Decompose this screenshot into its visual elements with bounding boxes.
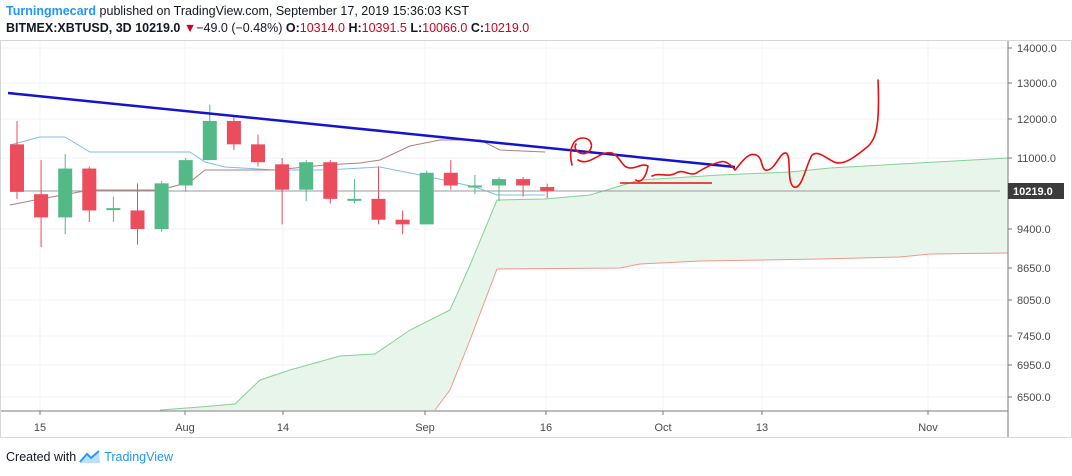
candle-body xyxy=(371,198,386,220)
candle xyxy=(34,160,49,248)
tradingview-logo-icon xyxy=(79,450,101,463)
candle xyxy=(106,196,121,223)
last-price-badge: 10219.0 xyxy=(1008,183,1064,199)
footer-brand[interactable]: TradingView xyxy=(104,450,173,464)
price-tick-label: 14000.0 xyxy=(1017,43,1057,55)
user-drawings xyxy=(7,79,880,188)
candle xyxy=(154,181,169,232)
candle xyxy=(395,210,410,235)
candle xyxy=(492,177,506,202)
publish-info: published on TradingView.com, September … xyxy=(99,4,470,18)
candle-body xyxy=(492,179,506,186)
last-price-badge-bg xyxy=(1008,183,1064,199)
candle-body xyxy=(130,210,145,229)
candle xyxy=(323,160,338,204)
candle xyxy=(275,158,290,225)
candle-body xyxy=(10,144,24,192)
open-label: O: xyxy=(285,21,300,35)
ichimoku-cloud xyxy=(159,157,1009,411)
down-arrow-icon: ▼ xyxy=(183,21,197,35)
candle xyxy=(178,158,193,192)
leading-span-b xyxy=(434,252,1009,411)
candle xyxy=(130,183,145,245)
price-tick-label: 12000.0 xyxy=(1017,114,1057,126)
time-tick-label: Nov xyxy=(918,422,938,434)
high-label: H: xyxy=(348,21,362,35)
last-price-badge-label: 10219.0 xyxy=(1013,186,1053,198)
time-tick-label: Oct xyxy=(654,422,671,434)
last-price: 10219.0 xyxy=(135,21,181,35)
candle-body xyxy=(419,172,434,225)
candle xyxy=(540,183,555,199)
close-value: 10219.0 xyxy=(484,21,530,35)
handwritten-squiggle xyxy=(569,79,880,188)
high-value: 10391.5 xyxy=(361,21,407,35)
time-tick-label: 13 xyxy=(756,422,768,434)
close-label: C: xyxy=(470,21,485,35)
candle-body xyxy=(226,120,241,145)
time-tick-label: Sep xyxy=(415,422,435,434)
time-tick-label: 15 xyxy=(34,422,46,434)
price-tick-label: 7450.0 xyxy=(1017,331,1051,343)
candle xyxy=(347,179,362,204)
cloud-fill xyxy=(160,158,1008,410)
candle xyxy=(226,117,241,151)
chart-header: Turningmecard published on TradingView.c… xyxy=(6,3,529,37)
time-tick-label: 16 xyxy=(540,422,552,434)
candle-body xyxy=(443,172,458,186)
candle xyxy=(58,154,73,235)
candle-body xyxy=(395,219,410,225)
candle-body xyxy=(34,194,49,218)
candle-body xyxy=(178,160,193,186)
candle-body xyxy=(540,186,555,191)
price-tick-label: 11000.0 xyxy=(1017,153,1056,165)
publish-line: Turningmecard published on TradingView.c… xyxy=(6,3,529,20)
candle xyxy=(467,174,482,195)
open-value: 10314.0 xyxy=(299,21,345,35)
leading-span-a xyxy=(159,157,1009,411)
candle-body xyxy=(106,208,121,211)
candle xyxy=(299,160,314,202)
candle-body xyxy=(202,120,217,161)
candle xyxy=(419,170,434,225)
price-tick-label: 8650.0 xyxy=(1017,263,1051,275)
time-tick-label: 14 xyxy=(277,422,289,434)
candle xyxy=(82,166,97,223)
price-tick-label: 9400.0 xyxy=(1017,224,1051,236)
candle-body xyxy=(58,168,73,218)
candle xyxy=(10,120,24,199)
candle-body xyxy=(251,144,265,163)
price-tick-label: 13000.0 xyxy=(1017,78,1057,90)
candle-body xyxy=(154,183,169,229)
low-value: 10066.0 xyxy=(422,21,468,35)
candle-body xyxy=(275,164,290,190)
footer-prefix: Created with xyxy=(6,450,77,464)
base-line xyxy=(9,136,545,196)
author-name[interactable]: Turningmecard xyxy=(6,4,97,18)
candle-body xyxy=(347,198,362,201)
candle-body xyxy=(323,162,338,199)
candle xyxy=(251,134,265,167)
time-axis[interactable]: 15 Aug 14 Sep 16 Oct 13 Nov xyxy=(34,411,938,434)
trendline[interactable] xyxy=(7,91,736,169)
candles xyxy=(10,104,555,248)
candle-body xyxy=(516,179,531,186)
price-tick-label: 6950.0 xyxy=(1017,360,1051,372)
symbol-label: BITMEX:XBTUSD, 3D xyxy=(6,21,132,35)
footer: Created with TradingView xyxy=(6,450,173,464)
low-label: L: xyxy=(410,21,423,35)
candle-body xyxy=(299,162,314,190)
symbol-line: BITMEX:XBTUSD, 3D 10219.0 ▼−49.0 (−0.48%… xyxy=(6,20,529,37)
candle xyxy=(516,177,531,197)
candle-body xyxy=(82,168,97,211)
time-tick-label: Aug xyxy=(175,422,195,434)
candle xyxy=(371,166,386,225)
candle xyxy=(443,160,458,190)
price-axis[interactable]: 14000.0 13000.0 12000.0 11000.0 9400.0 8650.0… xyxy=(1008,43,1057,404)
candle-body xyxy=(467,185,482,188)
price-tick-label: 8050.0 xyxy=(1017,295,1051,307)
price-tick-label: 6500.0 xyxy=(1017,392,1051,404)
price-change: −49.0 (−0.48%) xyxy=(196,21,283,35)
